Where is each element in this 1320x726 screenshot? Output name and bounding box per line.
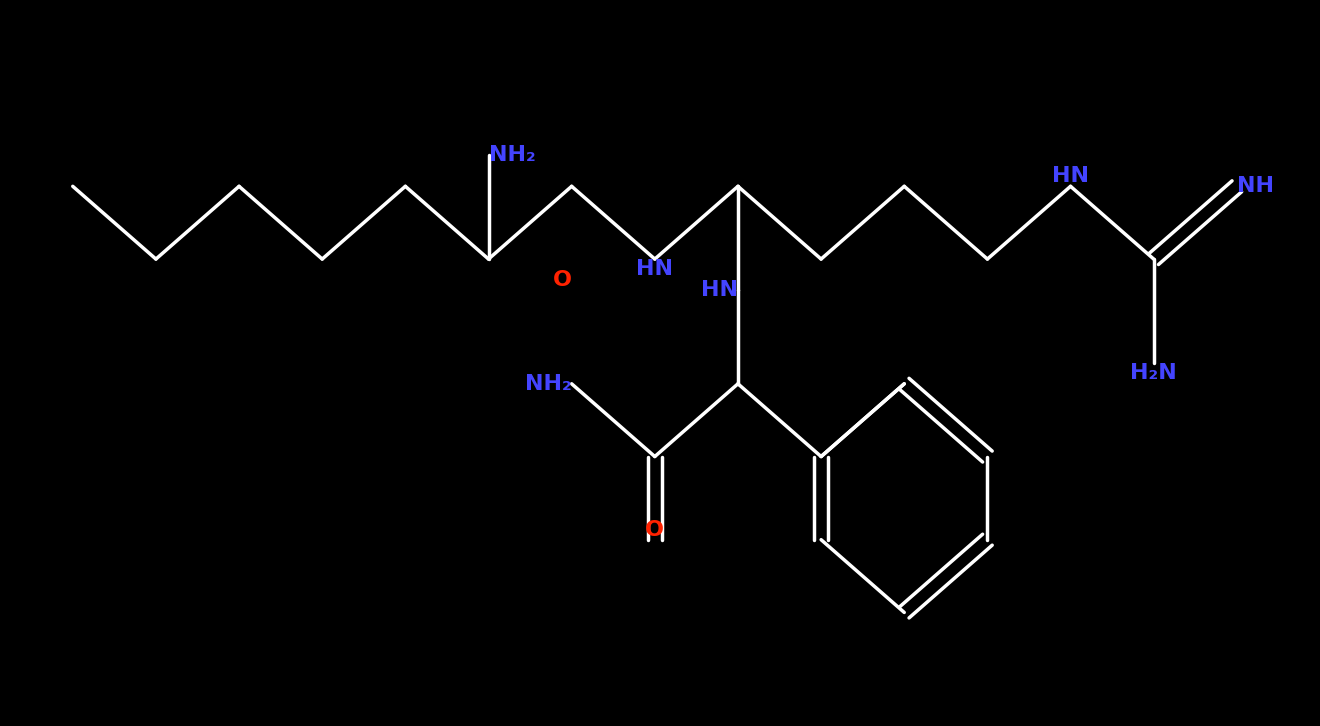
Text: NH₂: NH₂	[488, 145, 535, 165]
Text: HN: HN	[1052, 166, 1089, 187]
Text: HN: HN	[701, 280, 738, 301]
Text: NH₂: NH₂	[525, 374, 572, 393]
Text: HN: HN	[636, 259, 673, 279]
Text: O: O	[645, 520, 664, 539]
Text: NH: NH	[1237, 176, 1274, 196]
Text: H₂N: H₂N	[1130, 363, 1177, 383]
Text: O: O	[553, 270, 572, 290]
